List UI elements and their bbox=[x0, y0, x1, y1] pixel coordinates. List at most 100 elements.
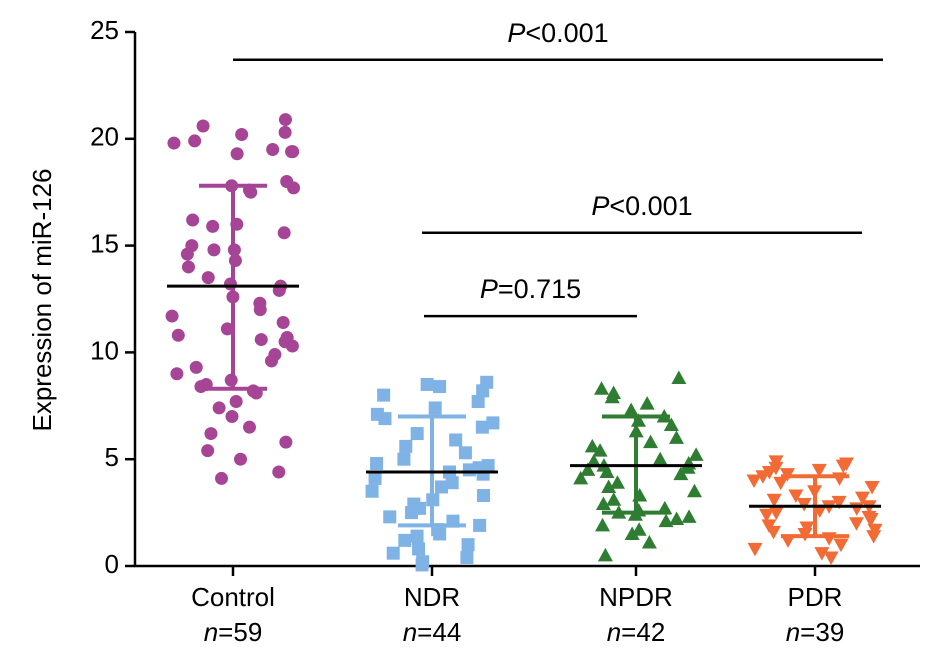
data-point bbox=[755, 470, 771, 484]
data-point bbox=[189, 360, 203, 374]
data-point bbox=[768, 461, 784, 476]
data-point bbox=[458, 446, 472, 460]
data-point bbox=[188, 134, 202, 148]
data-point bbox=[397, 452, 411, 466]
data-point bbox=[378, 412, 392, 426]
data-point bbox=[671, 370, 687, 385]
data-point bbox=[287, 181, 301, 195]
data-point bbox=[223, 277, 237, 291]
data-point bbox=[866, 530, 882, 544]
data-point bbox=[594, 381, 610, 395]
data-point bbox=[212, 401, 226, 415]
category-label: Control bbox=[191, 582, 275, 612]
data-point bbox=[434, 480, 448, 494]
data-point bbox=[180, 247, 194, 261]
data-point bbox=[766, 525, 782, 540]
data-point bbox=[365, 484, 379, 498]
axes: 0 5 10 15 20 25 bbox=[90, 15, 920, 579]
data-point bbox=[688, 447, 704, 461]
y-tick-label: 5 bbox=[105, 442, 119, 472]
y-tick-label: 10 bbox=[90, 335, 119, 365]
n-symbol: n bbox=[403, 617, 417, 647]
data-point bbox=[604, 389, 620, 404]
data-point bbox=[276, 315, 290, 329]
data-point bbox=[206, 219, 220, 233]
category-label: NPDR bbox=[599, 582, 673, 612]
y-tick-label: 25 bbox=[90, 15, 119, 45]
p-value-label: P=0.715 bbox=[480, 274, 581, 304]
data-point bbox=[405, 506, 419, 520]
data-point bbox=[254, 333, 268, 347]
data-point bbox=[445, 476, 459, 490]
data-point bbox=[215, 471, 229, 485]
data-point bbox=[272, 465, 286, 479]
data-point bbox=[814, 547, 830, 561]
sample-size-label: n=42 bbox=[607, 617, 666, 647]
y-axis-title: Expression of miR-126 bbox=[27, 169, 57, 432]
data-point bbox=[234, 452, 248, 466]
mean-sd-bars bbox=[167, 183, 881, 539]
data-point bbox=[681, 509, 697, 523]
data-point bbox=[597, 547, 613, 562]
data-point bbox=[253, 303, 267, 317]
data-point bbox=[673, 466, 689, 481]
data-point bbox=[624, 526, 640, 540]
data-point bbox=[228, 254, 242, 268]
data-point bbox=[773, 476, 789, 491]
data-point bbox=[386, 546, 400, 560]
data-point bbox=[595, 496, 611, 511]
p-value: <0.001 bbox=[609, 191, 692, 221]
data-point bbox=[848, 517, 864, 531]
p-symbol: P bbox=[507, 18, 525, 48]
data-point bbox=[759, 508, 775, 523]
data-point bbox=[623, 402, 639, 417]
data-point bbox=[669, 511, 685, 526]
data-point bbox=[823, 551, 839, 565]
data-point bbox=[788, 489, 804, 504]
data-point bbox=[573, 470, 589, 485]
data-point bbox=[412, 542, 426, 556]
data-point bbox=[476, 467, 490, 481]
data-points bbox=[165, 113, 883, 572]
n-value: =42 bbox=[621, 617, 665, 647]
data-point bbox=[204, 427, 218, 441]
data-point bbox=[658, 513, 674, 528]
data-point bbox=[201, 444, 215, 458]
data-point bbox=[475, 420, 489, 434]
data-point bbox=[399, 439, 413, 453]
data-point bbox=[462, 463, 476, 477]
data-point bbox=[225, 409, 239, 423]
data-point bbox=[383, 510, 397, 524]
data-point bbox=[833, 538, 849, 553]
data-point bbox=[643, 434, 659, 449]
p-value: =0.715 bbox=[498, 274, 581, 304]
data-point bbox=[410, 427, 424, 441]
data-point bbox=[584, 438, 600, 453]
data-point bbox=[811, 463, 827, 478]
data-point bbox=[415, 558, 429, 572]
data-point bbox=[277, 226, 291, 240]
y-tick-label: 0 bbox=[105, 549, 119, 579]
data-point bbox=[428, 401, 442, 415]
data-point bbox=[471, 395, 485, 409]
data-point bbox=[194, 380, 208, 394]
data-point bbox=[410, 529, 424, 543]
data-point bbox=[477, 489, 491, 503]
data-point bbox=[244, 185, 258, 199]
data-point bbox=[761, 466, 777, 480]
data-point bbox=[586, 453, 602, 468]
data-point bbox=[266, 142, 280, 156]
data-point bbox=[171, 328, 185, 342]
data-point bbox=[420, 377, 434, 391]
data-point bbox=[473, 518, 487, 532]
n-value: =59 bbox=[218, 617, 262, 647]
data-point bbox=[461, 538, 475, 552]
data-point bbox=[641, 535, 657, 549]
p-symbol: P bbox=[591, 191, 609, 221]
p-symbol: P bbox=[480, 274, 498, 304]
data-point bbox=[663, 417, 679, 432]
category-label: PDR bbox=[788, 582, 843, 612]
